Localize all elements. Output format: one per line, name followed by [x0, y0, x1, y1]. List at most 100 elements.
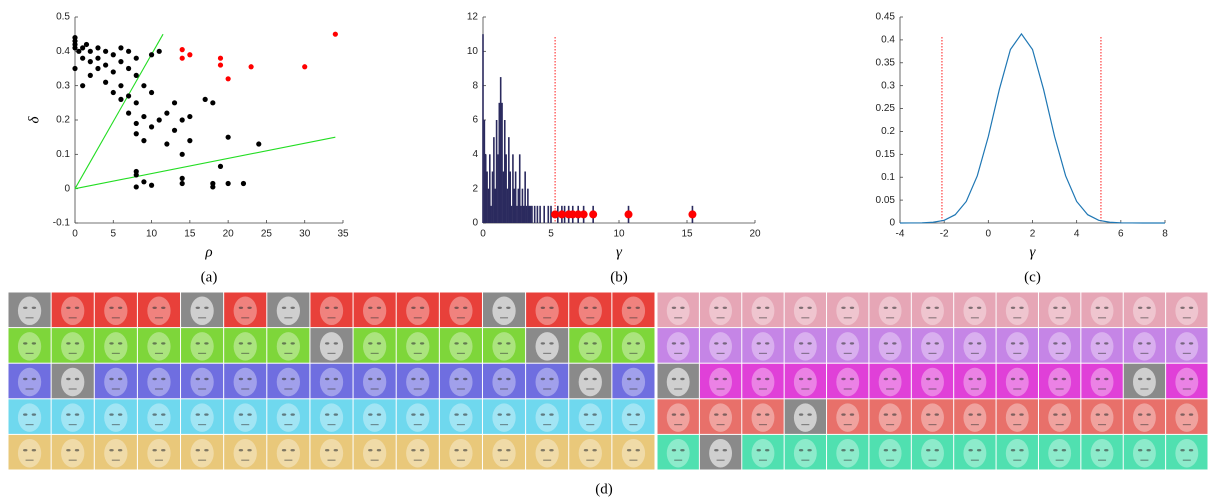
face [406, 438, 430, 468]
eye [31, 377, 37, 381]
face [1175, 367, 1199, 397]
face-thumbnail [137, 399, 181, 434]
face-thumbnail [827, 399, 869, 434]
face-background [1123, 328, 1166, 363]
eye [1010, 377, 1016, 381]
eye [841, 377, 846, 381]
face [1005, 296, 1029, 326]
eye [411, 377, 416, 381]
face-thumbnail [699, 434, 742, 470]
face-thumbnail [526, 434, 569, 470]
point [118, 45, 124, 51]
face [449, 438, 473, 468]
face [233, 403, 257, 432]
face-background [742, 399, 784, 434]
face-thumbnail [439, 434, 482, 470]
eye [714, 342, 719, 345]
bar [482, 34, 484, 223]
eye [1104, 306, 1109, 309]
face [406, 296, 430, 326]
face-thumbnail [181, 363, 224, 399]
face-background [954, 399, 996, 434]
eye [1104, 413, 1109, 416]
face-thumbnail [396, 434, 439, 470]
point [110, 69, 116, 75]
density-line [899, 32, 1165, 224]
face-thumbnail [784, 399, 827, 434]
eye [1180, 413, 1185, 416]
face-thumbnail [1081, 399, 1123, 434]
eye [671, 342, 677, 345]
face-background [353, 363, 396, 399]
face-thumbnail [1081, 328, 1123, 363]
face-thumbnail [657, 363, 699, 399]
face [1090, 438, 1114, 468]
eye [807, 306, 812, 309]
eye [247, 377, 252, 381]
face-background [1166, 399, 1208, 434]
bar [536, 205, 539, 223]
caption: (c) [1024, 269, 1041, 285]
face-background [396, 363, 439, 399]
face-thumbnail [911, 434, 954, 470]
eye [195, 413, 200, 416]
x-tick-label: -4 [896, 229, 905, 240]
eye [1095, 306, 1101, 309]
eye [583, 342, 589, 345]
point [210, 100, 216, 106]
face-thumbnail [482, 292, 526, 328]
face [793, 438, 817, 468]
eye [798, 377, 804, 381]
face [492, 332, 516, 361]
point [133, 131, 139, 137]
eye [1019, 342, 1024, 345]
eye [152, 449, 157, 452]
eye [74, 413, 80, 416]
point [179, 47, 185, 53]
face [147, 296, 171, 326]
face-background [396, 399, 439, 434]
eye [1095, 449, 1101, 452]
face-background [699, 399, 742, 434]
bar [518, 154, 521, 223]
bar [489, 154, 491, 223]
eye [1137, 306, 1143, 309]
outlier-point [589, 210, 598, 219]
caption: (d) [595, 481, 613, 497]
eye [722, 377, 728, 381]
face [709, 367, 733, 397]
face [1132, 367, 1156, 397]
eye [592, 449, 597, 452]
face-thumbnail [869, 434, 911, 470]
face-thumbnail [1038, 328, 1081, 363]
eye [411, 413, 416, 416]
eye [1180, 377, 1185, 381]
face [449, 403, 473, 432]
face-background [482, 434, 526, 470]
face-thumbnail [482, 363, 526, 399]
eye [454, 306, 459, 309]
face [276, 438, 301, 468]
point [179, 180, 185, 187]
eye [926, 449, 931, 452]
face-background [267, 399, 310, 434]
face-thumbnail [1081, 292, 1123, 328]
y-tick-label: 0.25 [876, 103, 896, 114]
bar [527, 188, 529, 223]
face [104, 403, 128, 432]
eye [463, 449, 468, 452]
bar [531, 205, 533, 223]
x-axis-label: γ [616, 244, 623, 260]
face-thumbnail [869, 399, 911, 434]
face-background [224, 363, 267, 399]
bar [523, 205, 525, 223]
face-thumbnail [1038, 363, 1081, 399]
eye [109, 377, 114, 381]
eye [756, 342, 761, 345]
face-background [353, 434, 396, 470]
face [1090, 332, 1114, 361]
face-thumbnail [137, 292, 181, 328]
face-thumbnail [51, 328, 94, 363]
face [406, 367, 430, 397]
eye [540, 449, 546, 452]
